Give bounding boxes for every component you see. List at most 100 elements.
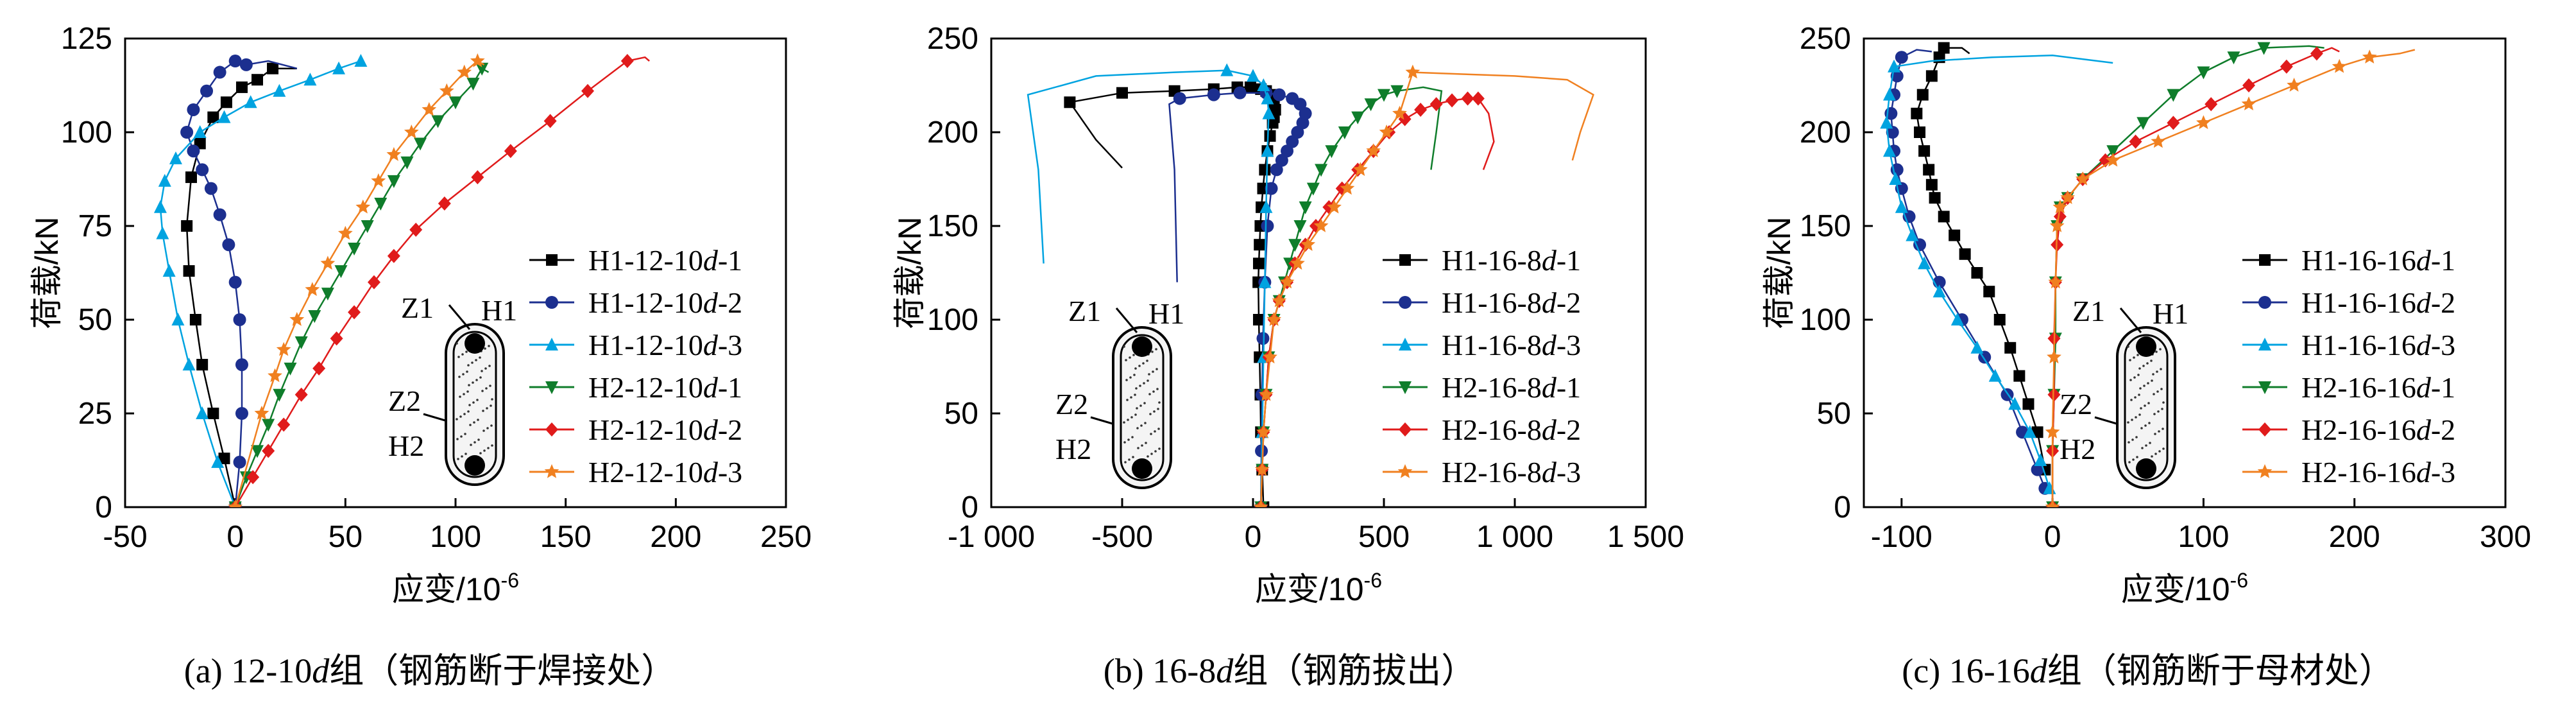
inset-concrete-dot	[490, 424, 493, 427]
inset-concrete-dot	[2157, 410, 2160, 413]
data-point	[1173, 92, 1186, 105]
data-point	[262, 444, 275, 458]
inset-concrete-dot	[488, 365, 491, 367]
inset-concrete-dot	[457, 356, 460, 358]
inset-label-z2: Z2	[2060, 388, 2092, 420]
data-point	[181, 220, 193, 232]
data-point	[2013, 370, 2026, 382]
data-point	[1327, 199, 1342, 214]
data-point	[374, 197, 388, 211]
legend-marker	[1399, 254, 1411, 266]
data-point	[200, 84, 214, 98]
legend-label-part: H2-16-8	[1442, 371, 1542, 404]
data-point	[222, 238, 235, 252]
legend-label-part: -3	[1557, 456, 1581, 489]
data-point	[1379, 125, 1394, 139]
data-point	[387, 248, 400, 263]
inset-concrete-dot	[486, 407, 488, 410]
legend-label-italic: d	[1542, 413, 1557, 446]
data-point	[1261, 91, 1274, 105]
legend-label: H2-16-16d-1	[2301, 371, 2455, 404]
inset-concrete-dot	[476, 399, 479, 401]
inset-concrete-dot	[2133, 356, 2135, 359]
data-point	[1279, 274, 1295, 289]
data-point	[1429, 97, 1443, 112]
inset-stirrup	[452, 331, 497, 478]
y-axis-label: 荷载/kN	[1761, 217, 1797, 329]
data-point	[2257, 42, 2271, 55]
inset-concrete-dot	[1156, 388, 1159, 390]
inset-concrete-dot	[483, 449, 486, 452]
y-tick-label: 200	[927, 116, 978, 150]
data-point	[1925, 70, 1938, 82]
y-tick-label: 100	[61, 116, 112, 150]
data-point	[543, 114, 557, 128]
data-point	[449, 96, 462, 110]
data-point	[1301, 237, 1316, 251]
data-point	[180, 126, 194, 139]
data-point	[1906, 228, 1919, 241]
inset-concrete-dot	[1148, 373, 1150, 376]
data-point	[182, 358, 196, 371]
data-point	[1405, 64, 1420, 79]
y-tick-label: 250	[1800, 22, 1851, 56]
inset-concrete-dot	[1125, 359, 1127, 361]
inset-concrete-dot	[488, 345, 490, 347]
inset-label-z1: Z1	[2072, 295, 2105, 327]
y-tick-label: 0	[961, 490, 978, 524]
data-point	[1883, 144, 1896, 157]
legend-label: H2-16-8d-3	[1442, 456, 1581, 489]
inset-concrete-dot	[1140, 424, 1143, 427]
data-point	[262, 419, 275, 432]
inset-concrete-dot	[465, 351, 468, 353]
series-H1-16-16d-1	[1911, 42, 2051, 476]
inset-concrete-dot	[475, 379, 478, 381]
series-line	[234, 60, 628, 507]
series-H1-16-16d-3	[1880, 55, 2113, 494]
series-H2-12-10d-3	[228, 53, 485, 507]
legend-label-part: -3	[718, 456, 742, 489]
inset-concrete-dot	[2135, 436, 2138, 438]
inset-concrete-dot	[2127, 345, 2129, 348]
data-point	[308, 310, 321, 324]
data-point	[409, 222, 423, 237]
data-point	[187, 144, 200, 158]
legend-marker	[2258, 422, 2271, 437]
y-tick-label: 150	[1800, 209, 1851, 243]
legend: H1-16-16d-1H1-16-16d-2H1-16-16d-3H2-16-1…	[2242, 244, 2455, 489]
data-point	[1272, 88, 1286, 101]
data-point	[457, 64, 472, 79]
series-tail-line	[2369, 49, 2416, 58]
series-tail-line	[2316, 47, 2340, 55]
series-H2-16-16d-3	[2045, 49, 2416, 507]
data-point	[171, 313, 185, 325]
inset-concrete-dot	[1154, 450, 1157, 453]
x-tick-label: 150	[540, 520, 592, 554]
inset-concrete-dot	[1158, 447, 1161, 450]
legend-label-italic: d	[2416, 286, 2432, 319]
inset-concrete-dot	[470, 444, 472, 446]
data-point	[1253, 499, 1268, 507]
inset-concrete-dot	[2138, 394, 2140, 396]
legend-label-italic: d	[2416, 371, 2432, 404]
inset-concrete-dot	[465, 453, 467, 455]
series-tail-line	[1893, 55, 2113, 68]
data-point	[2023, 425, 2036, 438]
data-point	[153, 200, 167, 213]
legend-label-italic: d	[1542, 329, 1557, 361]
inset-concrete-dot	[459, 415, 462, 418]
inset-concrete-dot	[1147, 379, 1149, 382]
inset-concrete-dot	[1125, 379, 1128, 381]
inset-concrete-dot	[2160, 388, 2163, 390]
axis-label-base: 应变/10	[2121, 571, 2230, 607]
legend-marker	[2258, 296, 2271, 309]
data-point	[2045, 424, 2060, 438]
inset-concrete-dot	[479, 376, 482, 379]
data-point	[1988, 368, 2002, 382]
inset-concrete-dot	[1134, 367, 1137, 370]
inset-concrete-dot	[479, 452, 482, 455]
inset-concrete-dot	[464, 433, 466, 435]
data-point	[2049, 218, 2065, 232]
data-point	[303, 73, 317, 86]
inset-concrete-dot	[1131, 436, 1134, 438]
